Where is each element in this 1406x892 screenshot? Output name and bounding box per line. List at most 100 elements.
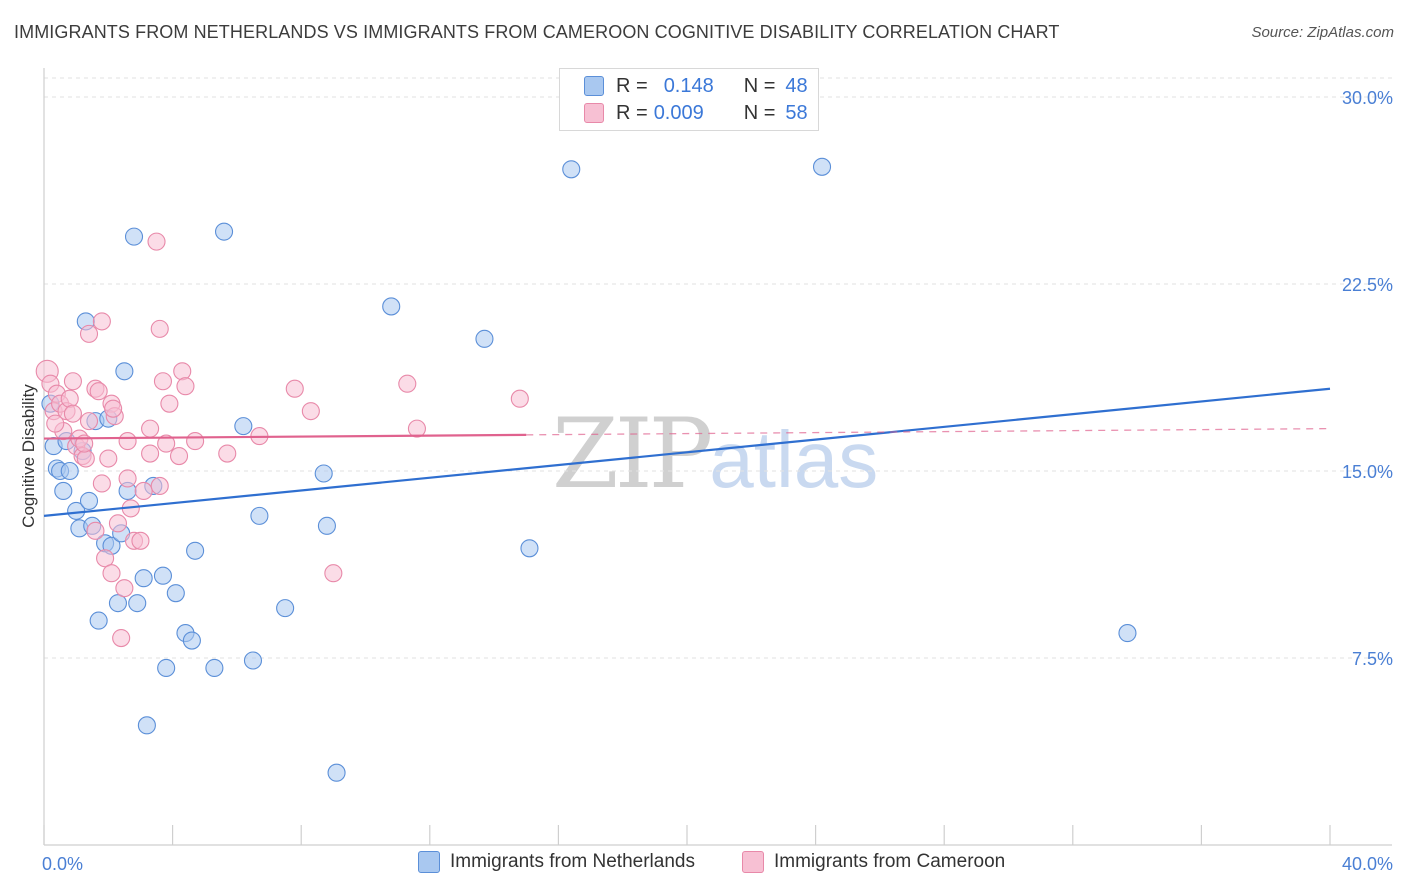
- data-point-cameroon: [46, 414, 65, 433]
- data-point-cameroon: [102, 564, 121, 583]
- data-point-cameroon: [510, 389, 529, 408]
- data-point-netherlands: [382, 297, 401, 316]
- data-point-cameroon: [141, 419, 160, 438]
- data-point-cameroon: [173, 362, 192, 381]
- y-tick-label: 30.0%: [1342, 88, 1393, 108]
- data-point-netherlands: [128, 594, 147, 613]
- bottom-legend-swatch-pink: [742, 851, 764, 873]
- data-point-cameroon: [96, 549, 115, 568]
- legend-r-value: 0.148: [663, 74, 714, 97]
- data-point-cameroon: [86, 521, 105, 540]
- y-axis-label: Cognitive Disability: [19, 384, 38, 528]
- legend-r-label: R =: [616, 74, 648, 97]
- data-point-netherlands: [214, 222, 234, 241]
- data-point-netherlands: [205, 658, 224, 678]
- chart-title: IMMIGRANTS FROM NETHERLANDS VS IMMIGRANT…: [14, 22, 1060, 42]
- data-point-cameroon: [153, 372, 173, 391]
- data-point-cameroon: [131, 531, 150, 550]
- legend-r-value: 0.009: [653, 101, 704, 124]
- trendline-netherlands: [43, 387, 1331, 517]
- bottom-legend-cameroon: Immigrants from Cameroon: [742, 851, 1005, 873]
- data-point-cameroon: [324, 564, 343, 583]
- data-point-netherlands: [124, 227, 144, 246]
- watermark-zip: ZIP: [552, 398, 713, 510]
- legend-n-label: N =: [743, 101, 776, 124]
- data-point-cameroon: [79, 324, 99, 343]
- data-point-cameroon: [147, 232, 166, 251]
- x-tick-label: 40.0%: [1342, 854, 1393, 874]
- data-point-cameroon: [218, 444, 237, 463]
- data-point-cameroon: [141, 444, 160, 463]
- data-point-netherlands: [182, 631, 201, 650]
- data-point-cameroon: [89, 382, 108, 401]
- data-point-netherlands: [108, 594, 127, 613]
- data-point-cameroon: [63, 404, 82, 423]
- data-point-netherlands: [79, 491, 99, 510]
- data-point-netherlands: [250, 506, 269, 525]
- legend-n-label: N =: [743, 74, 776, 97]
- data-point-netherlands: [60, 461, 79, 481]
- data-point-cameroon: [63, 372, 82, 391]
- data-point-netherlands: [562, 160, 581, 179]
- legend-r-label: R =: [616, 101, 648, 124]
- legend-row-netherlands: R = 0.148 N = 48: [584, 73, 808, 99]
- source-label: Source: ZipAtlas.com: [1251, 24, 1394, 41]
- legend-n-value: 58: [785, 101, 808, 124]
- data-point-netherlands: [317, 516, 336, 535]
- legend-row-cameroon: R = 0.009 N = 58: [584, 100, 808, 126]
- data-point-cameroon: [92, 474, 111, 493]
- data-point-netherlands: [276, 599, 295, 618]
- watermark-atlas: atlas: [709, 415, 879, 504]
- data-point-netherlands: [115, 362, 134, 381]
- trendline-cameroon: [43, 433, 527, 440]
- data-point-netherlands: [812, 157, 832, 176]
- data-point-netherlands: [89, 611, 108, 630]
- data-point-netherlands: [153, 566, 173, 585]
- y-tick-label: 22.5%: [1342, 275, 1393, 295]
- data-point-netherlands: [314, 464, 333, 483]
- data-point-cameroon: [157, 434, 176, 453]
- data-point-cameroon: [134, 481, 153, 500]
- data-point-netherlands: [186, 541, 205, 560]
- bottom-legend-netherlands: Immigrants from Netherlands: [418, 851, 695, 873]
- data-point-netherlands: [54, 481, 73, 500]
- watermark: ZIPatlas: [552, 398, 878, 510]
- data-point-netherlands: [520, 539, 539, 558]
- correlation-legend: R = 0.148 N = 48 R = 0.009 N = 58: [559, 68, 819, 131]
- data-point-cameroon: [108, 514, 127, 533]
- legend-swatch-blue: [584, 76, 604, 96]
- data-point-cameroon: [60, 389, 79, 408]
- data-point-cameroon: [99, 449, 118, 468]
- data-point-netherlands: [157, 658, 176, 678]
- data-point-cameroon: [398, 374, 417, 393]
- data-point-cameroon: [176, 377, 195, 396]
- data-point-cameroon: [118, 469, 137, 488]
- data-point-cameroon: [79, 412, 99, 431]
- data-point-netherlands: [234, 417, 253, 436]
- data-point-cameroon: [115, 579, 134, 598]
- data-point-cameroon: [160, 394, 179, 413]
- data-point-cameroon: [76, 449, 95, 468]
- data-point-netherlands: [134, 569, 153, 588]
- legend-n-value: 48: [785, 74, 808, 97]
- data-point-netherlands: [475, 329, 494, 348]
- data-point-cameroon: [112, 629, 131, 648]
- bottom-legend-label: Immigrants from Cameroon: [774, 851, 1006, 872]
- data-point-netherlands: [137, 716, 156, 735]
- data-point-cameroon: [301, 402, 320, 421]
- trendline-cameroon-dashed: [526, 427, 1331, 436]
- data-point-cameroon: [104, 399, 123, 418]
- data-point-cameroon: [169, 446, 189, 466]
- data-point-netherlands: [327, 763, 346, 782]
- data-point-cameroon: [118, 432, 137, 451]
- bottom-legend-label: Immigrants from Netherlands: [450, 851, 695, 872]
- data-point-cameroon: [150, 476, 169, 496]
- x-tick-label: 0.0%: [42, 854, 83, 874]
- y-tick-label: 7.5%: [1352, 649, 1393, 669]
- data-point-cameroon: [186, 432, 205, 451]
- data-point-netherlands: [166, 584, 185, 603]
- data-point-netherlands: [1118, 624, 1137, 643]
- data-point-netherlands: [243, 651, 263, 670]
- data-point-cameroon: [150, 319, 169, 338]
